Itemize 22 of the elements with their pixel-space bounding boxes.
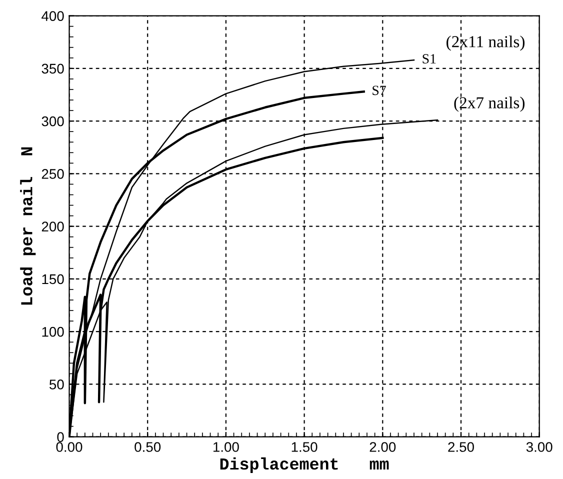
x-tick-label: 0.00 xyxy=(56,442,82,452)
x-tick-label: 1.50 xyxy=(292,442,318,452)
x-tick-label: 3.00 xyxy=(526,442,552,452)
series-label: S1 xyxy=(422,54,436,64)
x-tick-label: 2.50 xyxy=(448,442,474,452)
y-tick-label: 0 xyxy=(57,432,64,442)
y-tick-label: 150 xyxy=(42,274,64,284)
y-tick-label: 250 xyxy=(42,169,64,179)
series-label: S7 xyxy=(372,86,386,96)
y-tick-label: 350 xyxy=(42,64,64,74)
x-tick-label: 2.00 xyxy=(370,442,396,452)
x-tick-label: 0.50 xyxy=(134,442,161,452)
y-tick-label: 200 xyxy=(42,222,64,232)
y-axis-title: Load per nail N xyxy=(20,147,36,305)
y-tick-label: 300 xyxy=(42,116,64,126)
x-axis-title: Displacement mm xyxy=(220,457,389,473)
y-tick-label: 100 xyxy=(42,326,64,337)
annotation: (2x11 nails) xyxy=(446,36,525,51)
y-tick-label: 50 xyxy=(49,380,64,390)
y-tick-label: 400 xyxy=(42,11,64,21)
annotation: (2x7 nails) xyxy=(454,96,525,112)
x-tick-label: 1.00 xyxy=(213,442,239,452)
